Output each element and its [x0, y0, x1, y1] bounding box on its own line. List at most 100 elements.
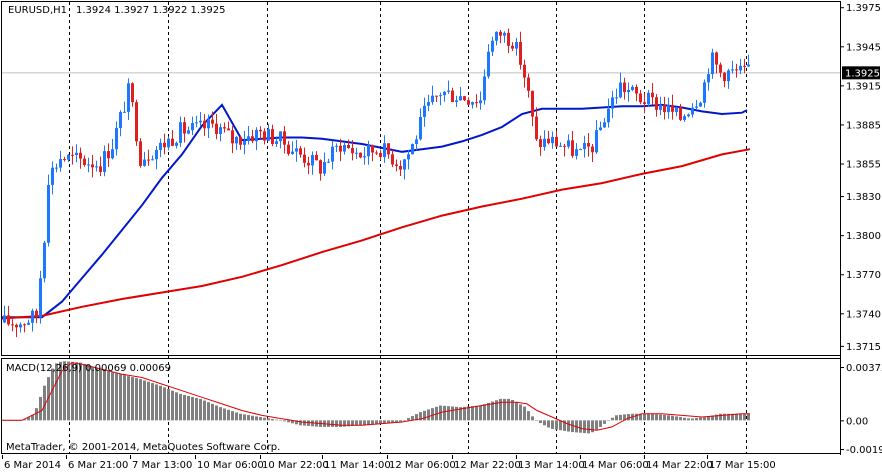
candle-body — [747, 64, 750, 67]
candle-body — [439, 95, 442, 97]
price-tick-label: 1.3770 — [846, 270, 881, 281]
macd-bar — [227, 409, 230, 421]
macd-bar — [619, 414, 622, 421]
macd-bar — [83, 363, 86, 421]
candle-body — [279, 131, 282, 142]
candle-body — [483, 76, 486, 101]
candle-body — [315, 154, 318, 161]
ma-fast-line — [2, 103, 748, 319]
candle-body — [575, 149, 578, 156]
candle-body — [363, 156, 366, 158]
macd-bar — [531, 416, 534, 421]
candle-body — [459, 96, 462, 101]
candle-body — [239, 136, 242, 145]
candle-body — [291, 151, 294, 154]
macd-bar — [295, 420, 298, 425]
macd-bar — [463, 406, 466, 421]
candle-body — [655, 97, 658, 110]
candle-body — [11, 324, 14, 326]
macd-bar — [607, 420, 610, 421]
candle-body — [611, 97, 614, 109]
macd-bar — [583, 420, 586, 434]
price-tick-label: 1.3800 — [846, 231, 881, 242]
macd-bar — [495, 400, 498, 421]
candle-body — [515, 41, 518, 49]
candle-body — [199, 120, 202, 123]
macd-bar — [523, 406, 526, 421]
candle-body — [411, 144, 414, 155]
macd-bar — [651, 413, 654, 421]
candle-body — [547, 138, 550, 144]
period-separators — [2, 2, 840, 453]
macd-bar — [215, 405, 218, 421]
price-tick-label: 1.3830 — [846, 192, 881, 203]
candle-body — [639, 93, 642, 103]
candle-body — [679, 107, 682, 120]
candle-body — [107, 151, 110, 159]
candle-body — [15, 324, 18, 328]
macd-bar — [671, 415, 674, 421]
macd-bar — [675, 416, 678, 421]
candle-body — [171, 138, 174, 146]
candle-body — [179, 122, 182, 143]
macd-bar — [119, 374, 122, 421]
macd-bar — [683, 417, 686, 421]
time-tick-label: 10 Mar 06:00 — [197, 460, 264, 471]
current-price-marker: 1.3925 — [842, 66, 880, 80]
candle-body — [43, 242, 46, 279]
candle-body — [443, 91, 446, 96]
candle-body — [507, 32, 510, 46]
candle-body — [71, 154, 74, 156]
macd-bar — [527, 411, 530, 421]
macd-bar — [735, 413, 738, 421]
macd-bar — [731, 413, 734, 421]
candle-body — [259, 129, 262, 132]
macd-bar — [183, 394, 186, 421]
candle-body — [499, 31, 502, 36]
macd-bar — [467, 406, 470, 421]
candle-body — [695, 106, 698, 108]
macd-bar — [71, 361, 74, 421]
candle-body — [343, 144, 346, 152]
macd-bar — [635, 413, 638, 421]
candle-body — [447, 90, 450, 92]
macd-bar — [287, 420, 290, 423]
candle-body — [371, 144, 374, 153]
moving-averages — [1, 103, 751, 320]
candle-body — [435, 95, 438, 97]
candle-body — [455, 100, 458, 103]
macd-bar — [723, 413, 726, 421]
macd-bar — [591, 420, 594, 433]
macd-bar — [679, 417, 682, 421]
candle-body — [603, 122, 606, 128]
candle-body — [415, 139, 418, 145]
candle-body — [23, 324, 26, 326]
macd-signal — [2, 362, 750, 431]
candle-body — [211, 119, 214, 124]
price-tick-label: 1.3740 — [846, 309, 881, 320]
price-tick-label: 1.3945 — [846, 42, 881, 53]
candle-body — [387, 143, 390, 155]
candle-body — [79, 152, 82, 159]
macd-bar — [647, 413, 650, 421]
candle-body — [67, 154, 70, 160]
macd-bar — [627, 413, 630, 421]
time-tick-label: 10 Mar 22:00 — [262, 460, 329, 471]
time-tick-label: 7 Mar 13:00 — [132, 460, 192, 471]
macd-bar — [743, 413, 746, 421]
macd-bar — [459, 407, 462, 421]
macd-bar — [351, 420, 354, 426]
candle-body — [727, 70, 730, 82]
macd-bar — [99, 369, 102, 421]
macd-bar — [399, 420, 402, 422]
macd-bar — [687, 418, 690, 421]
macd-bar — [699, 417, 702, 421]
macd-bar — [359, 420, 362, 426]
macd-bar — [203, 400, 206, 421]
macd-bar — [587, 420, 590, 434]
macd-bar — [475, 405, 478, 421]
candle-body — [335, 145, 338, 147]
macd-bar — [747, 413, 750, 421]
candle-body — [195, 122, 198, 124]
